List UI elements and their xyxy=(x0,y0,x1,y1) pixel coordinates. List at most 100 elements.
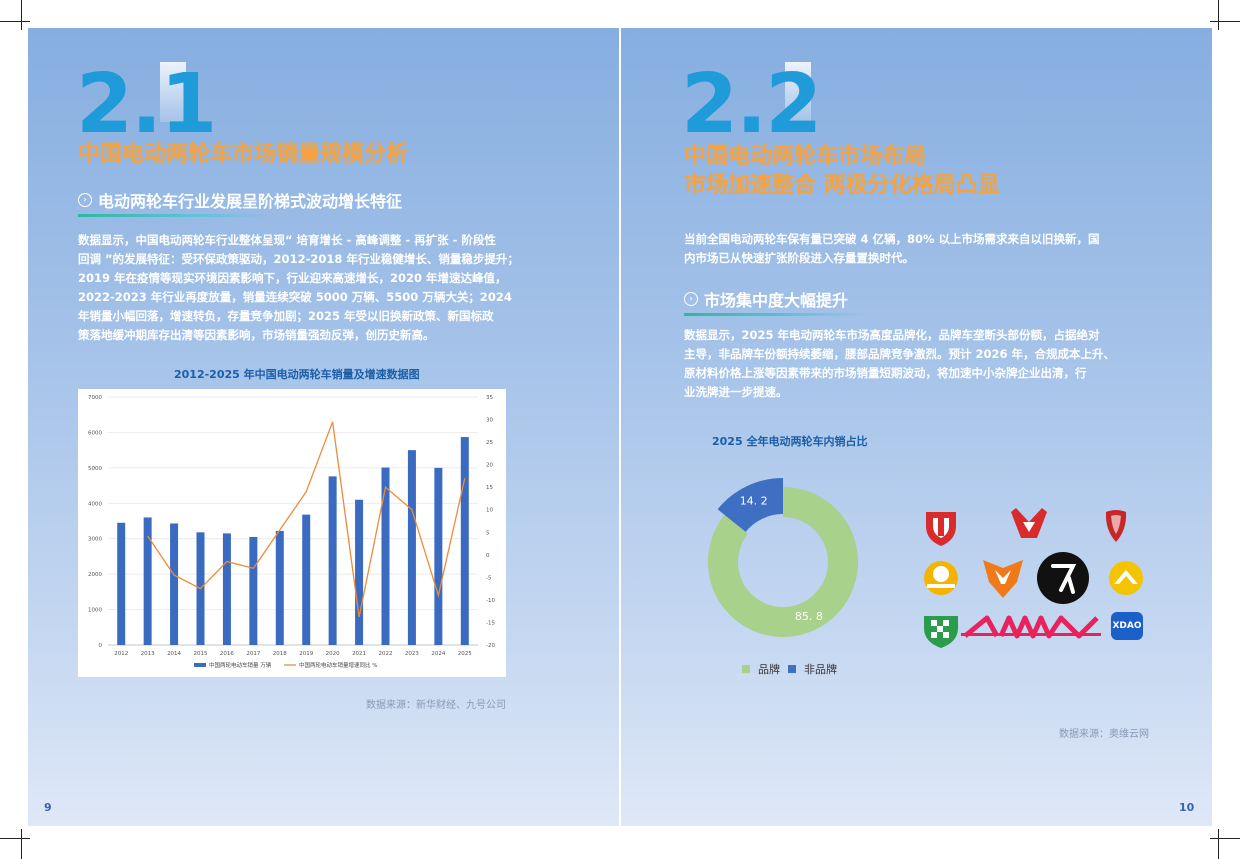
legend-label-line: 中国两轮电动车销量增速同比 % xyxy=(299,661,377,669)
y-tick-label-left: 7000 xyxy=(88,395,102,401)
intro-paragraph: 当前全国电动两轮车保有量已突破 4 亿辆，80% 以上市场需求来自以旧换新，国 … xyxy=(684,230,1154,268)
x-tick-label: 2018 xyxy=(273,651,287,657)
paragraph-line: 数据显示，2025 年电动两轮车市场高度品牌化，品牌车垄断头部份额，占据绝对 xyxy=(684,328,1100,342)
crop-mark xyxy=(21,0,22,30)
section-heading: › 电动两轮车行业发展呈阶梯式波动增长特征 xyxy=(78,188,402,212)
donut-title: 2025 全年电动两轮车内销占比 xyxy=(712,435,868,448)
y-tick-label-right: -20 xyxy=(486,643,495,649)
y-logo-icon xyxy=(983,560,1023,598)
crop-mark xyxy=(21,829,22,859)
y-tick-label-left: 1000 xyxy=(88,608,102,614)
y-tick-label-left: 5000 xyxy=(88,466,102,472)
combo-chart-svg: 0 1000 2000 3000 4000 5000 6000 7000 -20 -15 -10 -5… xyxy=(88,395,495,669)
crop-mark xyxy=(1210,838,1240,839)
y-tick-label-right: 5 xyxy=(486,530,490,536)
paragraph-line: 原材料价格上涨等因素带来的市场销量短期波动，将加速中小杂牌企业出清，行 xyxy=(684,366,1087,380)
y-tick-label-right: 25 xyxy=(486,440,493,446)
bar xyxy=(275,530,284,645)
legend-label-bar: 中国两轮电动车销量 万辆 xyxy=(209,661,272,669)
y-tick-label-right: 20 xyxy=(486,463,493,469)
bar xyxy=(143,517,152,645)
page-title: 中国电动两轮车市场销量规模分析 xyxy=(78,142,409,167)
x-tick-label: 2013 xyxy=(141,651,155,657)
section-heading-text: 市场集中度大幅提升 xyxy=(704,291,849,310)
page-number: 9 xyxy=(44,801,52,814)
right-page: 2.2 中国电动两轮车市场布局 市场加速整合 两极分化格局凸显 当前全国电动两轮… xyxy=(621,28,1212,826)
page-number: 10 xyxy=(1179,801,1195,814)
page-title-line-2: 市场加速整合 两极分化格局凸显 xyxy=(684,173,1000,198)
paragraph-line: 策落地缓冲期库存出清等因素影响，市场销量强劲反弹，创历史新高。 xyxy=(78,328,435,342)
checker-shield-logo-icon xyxy=(924,616,958,648)
x-tick-label: 2014 xyxy=(167,651,181,657)
y-tick-label-left: 3000 xyxy=(88,537,102,543)
bar xyxy=(222,533,231,645)
section-heading-text: 电动两轮车行业发展呈阶梯式波动增长特征 xyxy=(98,192,403,211)
page-title-line-1: 中国电动两轮车市场布局 xyxy=(684,144,927,169)
paragraph-line: 业洗牌进一步提速。 xyxy=(684,385,788,399)
crop-mark xyxy=(0,21,30,22)
heading-underline xyxy=(684,313,864,316)
number-highlight xyxy=(785,62,811,122)
legend-swatch-brand xyxy=(742,665,750,673)
donut-value-label: 14. 2 xyxy=(740,495,768,508)
bar xyxy=(249,536,258,645)
crop-mark xyxy=(1210,21,1240,22)
x-tick-label: 2023 xyxy=(405,651,419,657)
bar xyxy=(381,467,390,645)
donut-legend: 品牌 非品牌 xyxy=(742,661,837,677)
y-tick-label-left: 2000 xyxy=(88,572,102,578)
paragraph-line: 当前全国电动两轮车保有量已突破 4 亿辆，80% 以上市场需求来自以旧换新，国 xyxy=(684,232,1100,246)
paragraph-line: 2019 年在疫情等现实环境因素影响下，行业迎来高速增长，2020 年增速达峰值… xyxy=(78,271,507,285)
bar-line-chart: 0 1000 2000 3000 4000 5000 6000 7000 -20 -15 -10 -5… xyxy=(78,389,506,677)
data-source: 数据来源：奥维云网 xyxy=(1059,729,1149,740)
bar xyxy=(170,523,179,645)
x-tick-label: 2016 xyxy=(220,651,234,657)
chevron-circle-icon: › xyxy=(684,292,698,306)
paragraph-line: 2022-2023 年行业再度放量，销量连续突破 5000 万辆、5500 万辆… xyxy=(78,290,512,304)
data-source: 数据来源：新华财经、九号公司 xyxy=(366,700,506,711)
donut-value-label: 85. 8 xyxy=(795,610,823,623)
chevron-circle-icon: › xyxy=(78,193,92,207)
chart-title: 2012-2025 年中国电动两轮车销量及增速数据图 xyxy=(174,368,420,381)
y-tick-label-right: 10 xyxy=(486,508,493,514)
section-number: 2.1 xyxy=(76,57,217,152)
xdao-logo: XDAO xyxy=(1111,612,1143,640)
x-tick-label: 2012 xyxy=(114,651,128,657)
scooter-logo-icon xyxy=(1037,552,1089,604)
bull-logo-icon xyxy=(1011,508,1047,538)
y-tick-label-right: 35 xyxy=(486,395,493,401)
crest-logo-icon xyxy=(1105,510,1127,542)
bar xyxy=(407,450,416,645)
y-tick-label-left: 4000 xyxy=(88,501,102,507)
brand-logos xyxy=(921,504,1151,650)
body-paragraph: 数据显示，2025 年电动两轮车市场高度品牌化，品牌车垄断头部份额，占据绝对 主… xyxy=(684,326,1154,402)
left-page: 2.1 中国电动两轮车市场销量规模分析 › 电动两轮车行业发展呈阶梯式波动增长特… xyxy=(28,28,619,826)
legend-swatch-nonbrand xyxy=(788,665,796,673)
aima-logo-icon xyxy=(961,615,1101,639)
growth-line xyxy=(147,421,466,618)
paragraph-line: 年销量小幅回落，增速转负，存量竞争加剧；2025 年受以旧换新政策、新国标政 xyxy=(78,309,494,323)
donut-slice xyxy=(708,487,858,637)
x-tick-label: 2025 xyxy=(458,651,472,657)
y-tick-label-right: -15 xyxy=(486,620,495,626)
paragraph-line: 回调 ”的发展特征：受环保政策驱动，2012-2018 年行业稳健增长、销量稳步… xyxy=(78,252,519,266)
bar xyxy=(328,476,337,645)
y-tick-label-right: -5 xyxy=(486,575,492,581)
section-heading: › 市场集中度大幅提升 xyxy=(684,287,848,311)
bar xyxy=(117,522,126,645)
crop-mark xyxy=(1218,829,1219,859)
x-tick-label: 2022 xyxy=(379,651,393,657)
y-tick-label-right: 15 xyxy=(486,485,493,491)
chevron-logo-icon xyxy=(1109,561,1143,595)
bar xyxy=(302,514,311,645)
paragraph-line: 主导，非品牌车份额持续萎缩，腰部品牌竞争激烈。预计 2026 年，合规成本上升、 xyxy=(684,347,1116,361)
x-tick-label: 2019 xyxy=(299,651,313,657)
crop-mark xyxy=(1218,0,1219,30)
paragraph-line: 内市场已从快速扩张阶段进入存量置换时代。 xyxy=(684,251,914,265)
x-tick-label: 2024 xyxy=(431,651,445,657)
x-tick-label: 2015 xyxy=(194,651,208,657)
number-highlight xyxy=(160,62,186,122)
ring-logo-icon xyxy=(924,561,958,595)
y-tick-label-right: 30 xyxy=(486,418,493,424)
bar xyxy=(355,499,364,645)
